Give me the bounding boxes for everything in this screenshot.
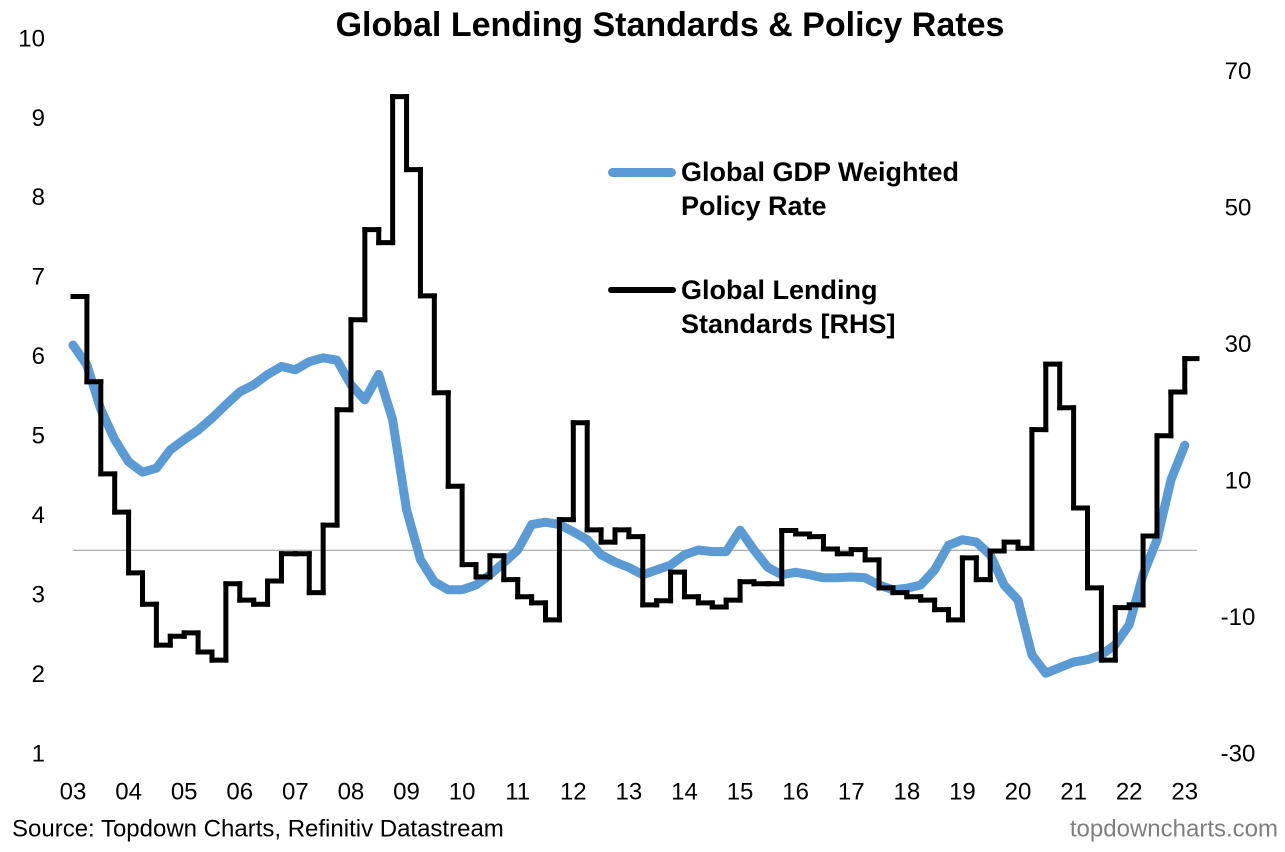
x-tick-label: 20 [1005,778,1032,805]
y-tick-label: 3 [32,581,45,608]
x-tick-label: 03 [60,778,87,805]
y-tick-label: 5 [32,423,45,450]
y2-tick-label: 70 [1225,58,1252,85]
x-tick-label: 18 [893,778,920,805]
x-tick-label: 07 [282,778,309,805]
y2-tick-label: 10 [1225,467,1252,494]
x-tick-label: 19 [949,778,976,805]
x-tick-label: 14 [671,778,698,805]
x-tick-label: 08 [338,778,365,805]
x-tick-label: 04 [115,778,142,805]
x-tick-label: 12 [560,778,587,805]
y-tick-label: 10 [18,25,45,52]
x-tick-label: 11 [505,778,530,805]
y-tick-label: 8 [32,184,45,211]
x-tick-label: 06 [226,778,253,805]
x-tick-label: 21 [1060,778,1087,805]
y2-tick-label: 50 [1225,195,1252,222]
x-tick-label: 15 [727,778,754,805]
chart-title: Global Lending Standards & Policy Rates [336,6,1005,44]
y2-tick-label: -30 [1221,740,1256,767]
legend-label: Global Lending Standards [RHS] [681,275,896,339]
x-tick-label: 09 [393,778,420,805]
legend-swatch [608,168,676,177]
y-tick-label: 1 [32,740,45,767]
y2-tick-label: 30 [1225,331,1252,358]
y-tick-label: 7 [32,264,45,291]
source-note: Source: Topdown Charts, Refinitiv Datast… [12,815,504,842]
x-tick-label: 13 [616,778,643,805]
y-tick-label: 4 [32,502,45,529]
y2-tick-label: -10 [1221,604,1256,631]
y-tick-label: 9 [32,105,45,132]
x-tick-label: 22 [1116,778,1143,805]
watermark: topdowncharts.com [1070,815,1278,842]
step-line [70,94,1200,663]
x-tick-label: 17 [838,778,865,805]
legend-label: Global GDP Weighted Policy Rate [681,157,960,221]
y-tick-label: 6 [32,343,45,370]
legend-swatch [608,287,676,293]
x-tick-label: 23 [1171,778,1198,805]
x-tick-label: 05 [171,778,198,805]
x-tick-label: 16 [782,778,809,805]
series-line [68,340,1190,678]
y-tick-label: 2 [32,661,45,688]
x-tick-label: 10 [449,778,476,805]
